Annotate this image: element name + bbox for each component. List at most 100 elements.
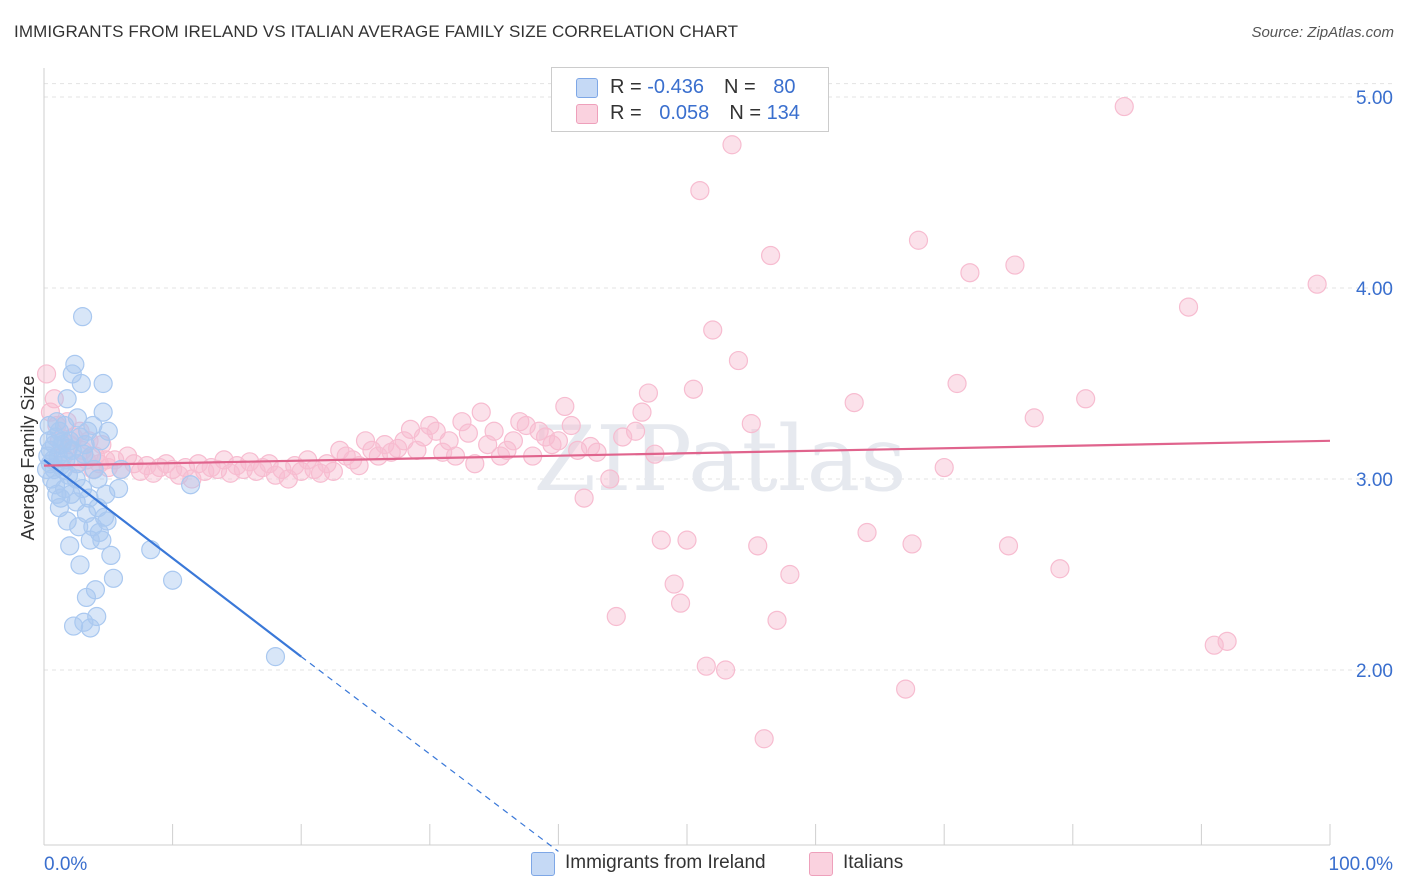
legend-swatch-ireland xyxy=(576,78,598,98)
x-tick-label: 100.0% xyxy=(1329,854,1394,875)
trend-line xyxy=(43,439,1331,467)
trend-extension xyxy=(300,656,559,852)
data-point xyxy=(625,421,646,441)
data-point xyxy=(754,729,774,749)
data-point xyxy=(63,616,84,636)
tick-labels: 2.00 3.00 4.00 5.00 0.0% 100.0% xyxy=(44,88,1393,875)
data-point xyxy=(690,180,710,201)
data-point xyxy=(349,456,369,476)
legend-r-label: R = xyxy=(610,76,648,98)
data-point xyxy=(715,660,736,680)
data-point xyxy=(103,568,124,588)
data-point xyxy=(1050,559,1070,579)
data-point xyxy=(208,459,228,480)
data-point xyxy=(181,475,201,495)
data-point xyxy=(696,656,716,676)
data-point xyxy=(1005,255,1025,275)
data-point xyxy=(857,522,877,543)
data-point xyxy=(220,463,241,483)
data-point xyxy=(748,536,768,556)
data-point xyxy=(97,511,117,531)
y-tick-label: 3.00 xyxy=(1356,470,1393,491)
legend-r-label: R = xyxy=(610,102,648,124)
data-point xyxy=(503,431,523,451)
data-point xyxy=(471,402,491,422)
data-point xyxy=(36,364,57,384)
legend-n-label: N = xyxy=(723,76,762,98)
data-point xyxy=(51,488,71,508)
legend-n-value: 80 xyxy=(773,76,796,98)
data-point xyxy=(535,427,556,447)
legend-r-value: -0.436 xyxy=(647,76,704,98)
data-point xyxy=(908,230,929,250)
data-point xyxy=(101,545,121,566)
data-point xyxy=(39,415,59,436)
trend-line xyxy=(43,459,302,658)
data-point xyxy=(844,393,864,413)
data-point xyxy=(98,421,118,441)
data-point xyxy=(722,135,742,155)
data-point xyxy=(683,379,704,399)
data-point xyxy=(1076,389,1096,409)
legend-swatch-italians xyxy=(809,852,833,876)
data-point xyxy=(70,555,90,575)
data-points xyxy=(36,96,1327,749)
data-point xyxy=(93,373,113,394)
data-point xyxy=(760,245,781,266)
data-point xyxy=(960,263,980,283)
data-point xyxy=(426,421,446,441)
data-point xyxy=(896,679,916,699)
data-point xyxy=(561,415,581,436)
data-point xyxy=(92,530,112,550)
data-point xyxy=(780,564,800,585)
y-axis-label: Average Family Size xyxy=(18,376,38,541)
y-tick-label: 2.00 xyxy=(1356,661,1393,682)
data-point xyxy=(998,536,1019,556)
data-point xyxy=(265,647,286,667)
data-point xyxy=(1204,635,1224,655)
data-point xyxy=(57,511,77,531)
data-point xyxy=(1307,274,1327,294)
data-point xyxy=(78,421,98,441)
data-point xyxy=(85,580,106,600)
data-point xyxy=(93,402,113,422)
data-point xyxy=(72,307,93,327)
data-point xyxy=(600,469,620,489)
data-point xyxy=(88,469,108,489)
data-point xyxy=(497,440,517,460)
data-point xyxy=(606,606,626,627)
data-point xyxy=(728,350,749,371)
data-point xyxy=(555,396,575,417)
data-point xyxy=(445,446,466,466)
data-point xyxy=(80,618,100,638)
data-point xyxy=(902,534,922,554)
data-point xyxy=(375,435,395,455)
data-point xyxy=(664,574,684,594)
data-point xyxy=(632,402,652,422)
data-point xyxy=(65,354,85,374)
data-point xyxy=(670,593,691,613)
data-point xyxy=(587,442,607,462)
data-point xyxy=(1114,96,1134,117)
data-point xyxy=(651,530,671,550)
y-tick-label: 4.00 xyxy=(1356,279,1393,300)
data-point xyxy=(388,438,408,459)
data-point xyxy=(638,383,659,403)
data-point xyxy=(574,488,594,508)
data-point xyxy=(703,320,723,340)
data-point xyxy=(934,457,954,478)
data-point xyxy=(548,431,569,451)
data-point xyxy=(67,408,88,428)
data-point xyxy=(87,606,107,627)
data-point xyxy=(458,423,478,443)
legend-label-italians: Italians xyxy=(843,852,904,873)
data-point xyxy=(71,373,91,394)
y-tick-label: 5.00 xyxy=(1356,88,1393,109)
data-point xyxy=(1024,408,1044,428)
data-point xyxy=(947,373,967,394)
data-point xyxy=(394,431,414,451)
data-point xyxy=(66,469,86,489)
data-point xyxy=(60,536,80,556)
data-point xyxy=(368,446,388,466)
